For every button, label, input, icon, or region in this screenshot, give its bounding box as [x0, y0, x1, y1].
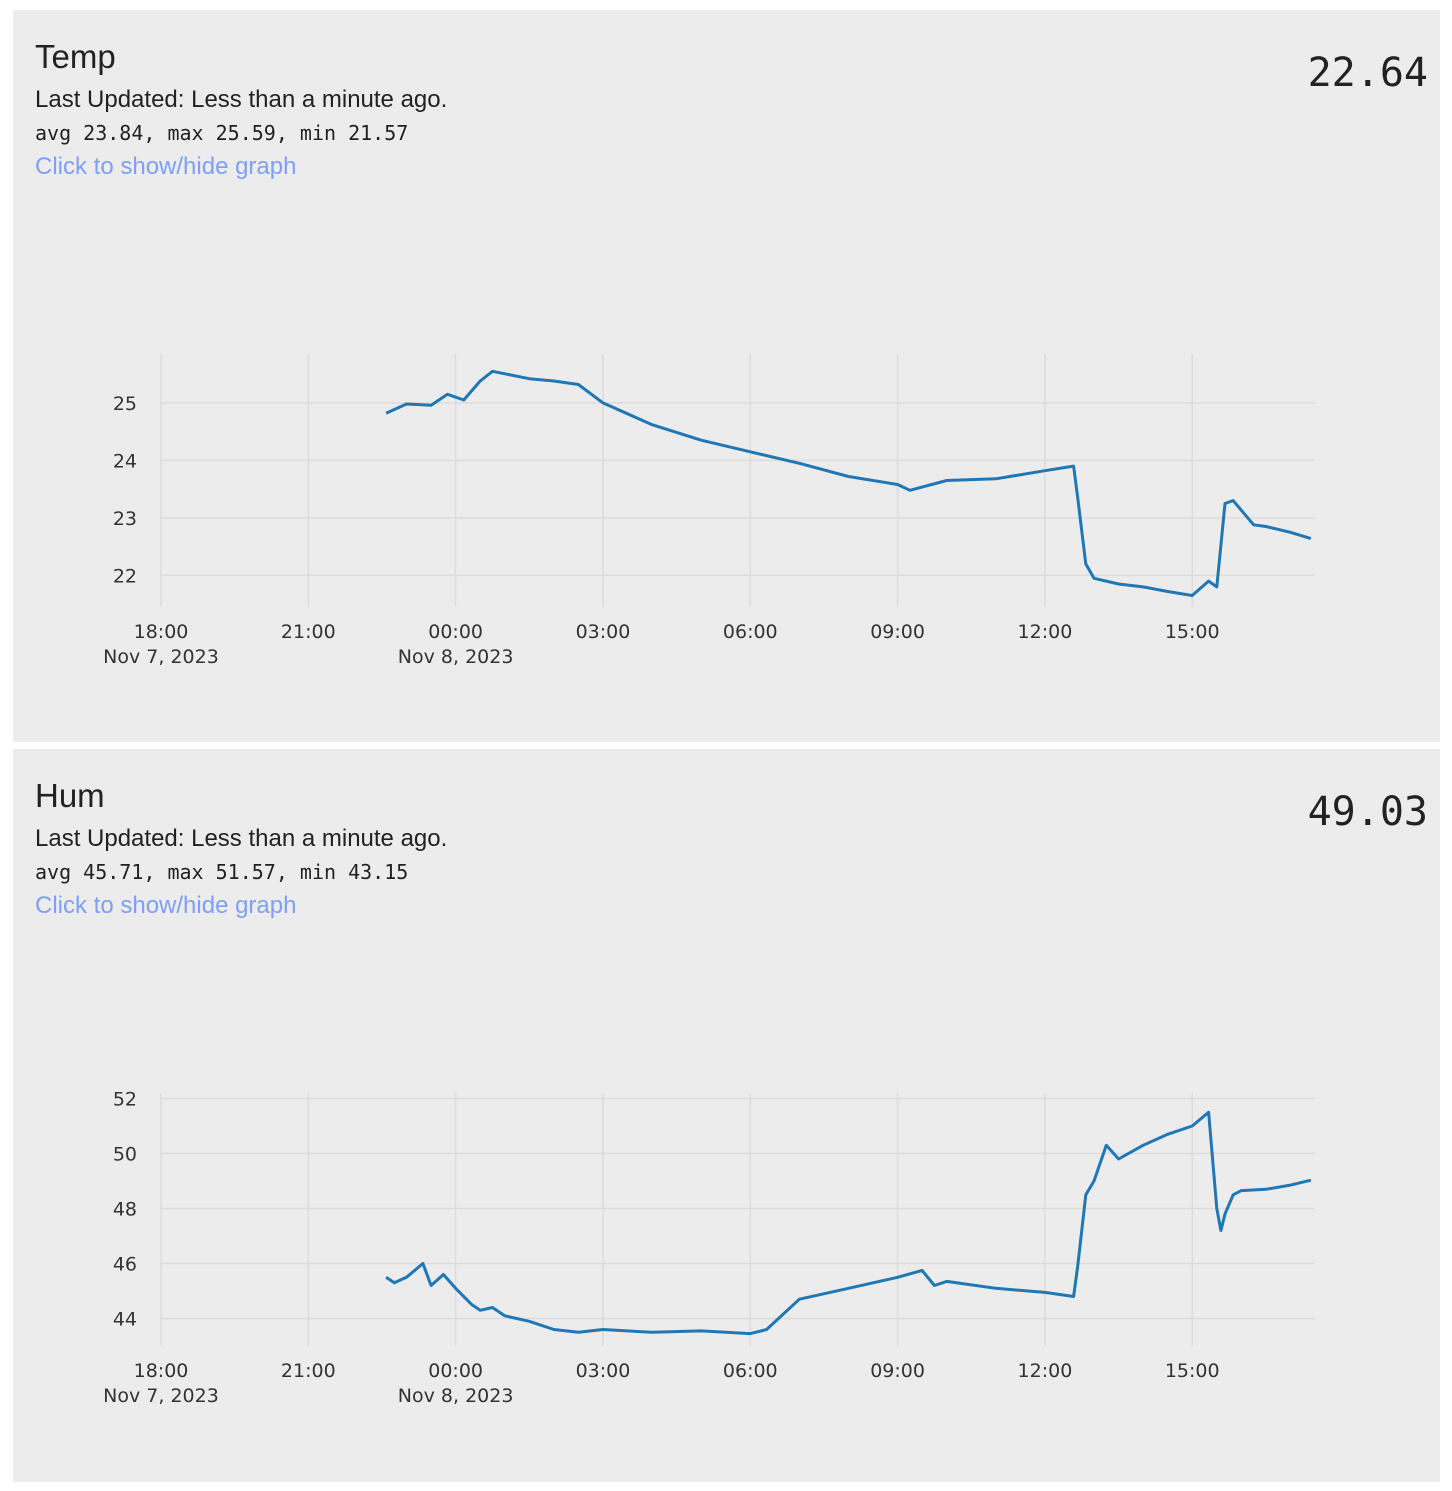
y-tick-label: 22 — [113, 565, 137, 587]
x-tick-date-label: Nov 7, 2023 — [103, 646, 219, 668]
x-tick-label: 06:00 — [723, 621, 778, 643]
x-tick-label: 18:00 — [134, 621, 189, 643]
hum-chart[interactable]: 18:00 Nov 7, 2023 21:00 00:00 Nov 8, 2023 03:… — [13, 749, 1440, 1482]
y-tick-label: 25 — [113, 393, 137, 415]
temp-chart[interactable]: 18:00 Nov 7, 2023 21:00 00:00 Nov 8, 2023 03:… — [13, 10, 1440, 742]
x-tick-label: 21:00 — [281, 1360, 336, 1382]
x-tick-label: 15:00 — [1165, 1360, 1220, 1382]
x-tick-label: 12:00 — [1018, 621, 1073, 643]
x-tick-label: 09:00 — [870, 1360, 925, 1382]
last-updated-text: Last Updated: Less than a minute ago. — [35, 86, 448, 113]
y-tick-label: 44 — [113, 1309, 137, 1331]
stats-summary: avg 23.84, max 25.59, min 21.57 — [35, 121, 409, 145]
x-tick-date-label: Nov 7, 2023 — [103, 1385, 219, 1407]
card-title: Temp — [35, 38, 116, 75]
x-tick-label: 12:00 — [1018, 1360, 1073, 1382]
y-tick-label: 48 — [113, 1199, 137, 1221]
x-tick-label: 00:00 — [428, 1360, 483, 1382]
y-tick-label: 50 — [113, 1144, 137, 1166]
x-tick-label: 06:00 — [723, 1360, 778, 1382]
series-line — [385, 1110, 1312, 1336]
stats-summary: avg 45.71, max 51.57, min 43.15 — [35, 860, 409, 884]
last-updated-text: Last Updated: Less than a minute ago. — [35, 825, 448, 852]
toggle-graph-link[interactable]: Click to show/hide graph — [35, 892, 297, 919]
y-tick-label: 46 — [113, 1254, 137, 1276]
temp-card: Temp Last Updated: Less than a minute ag… — [13, 10, 1440, 742]
x-tick-label: 21:00 — [281, 621, 336, 643]
x-tick-label: 09:00 — [870, 621, 925, 643]
x-tick-label: 15:00 — [1165, 621, 1220, 643]
y-tick-label: 52 — [113, 1089, 137, 1111]
toggle-graph-link[interactable]: Click to show/hide graph — [35, 153, 297, 180]
x-tick-label: 00:00 — [428, 621, 483, 643]
x-tick-label: 03:00 — [576, 1360, 631, 1382]
x-tick-label: 18:00 — [134, 1360, 189, 1382]
x-tick-date-label: Nov 8, 2023 — [398, 1385, 514, 1407]
x-tick-date-label: Nov 8, 2023 — [398, 646, 514, 668]
x-tick-label: 03:00 — [576, 621, 631, 643]
current-value: 22.64 — [1307, 50, 1428, 96]
y-tick-label: 24 — [113, 450, 137, 472]
series-line — [385, 369, 1312, 597]
hum-card: Hum Last Updated: Less than a minute ago… — [13, 749, 1440, 1482]
y-tick-label: 23 — [113, 508, 137, 530]
current-value: 49.03 — [1307, 789, 1428, 835]
card-title: Hum — [35, 777, 105, 814]
